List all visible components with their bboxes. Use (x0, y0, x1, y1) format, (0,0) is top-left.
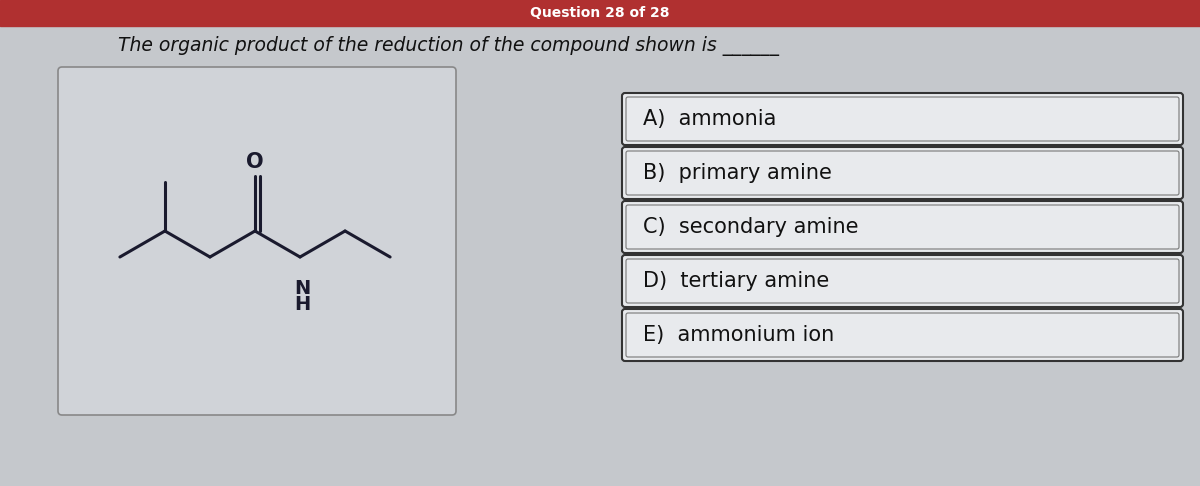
Text: C)  secondary amine: C) secondary amine (643, 217, 858, 237)
Text: H: H (294, 295, 310, 314)
Text: O: O (246, 153, 264, 173)
FancyBboxPatch shape (622, 201, 1183, 253)
Text: Question 28 of 28: Question 28 of 28 (530, 6, 670, 20)
Text: The organic product of the reduction of the compound shown is ______: The organic product of the reduction of … (118, 36, 779, 56)
Text: D)  tertiary amine: D) tertiary amine (643, 271, 829, 291)
FancyBboxPatch shape (622, 255, 1183, 307)
FancyBboxPatch shape (58, 67, 456, 415)
FancyBboxPatch shape (622, 309, 1183, 361)
Text: B)  primary amine: B) primary amine (643, 163, 832, 183)
FancyBboxPatch shape (622, 93, 1183, 145)
FancyBboxPatch shape (622, 147, 1183, 199)
Bar (0, 0, 1200, 26)
Text: A)  ammonia: A) ammonia (643, 109, 776, 129)
Text: N: N (294, 279, 310, 298)
Text: E)  ammonium ion: E) ammonium ion (643, 325, 834, 345)
